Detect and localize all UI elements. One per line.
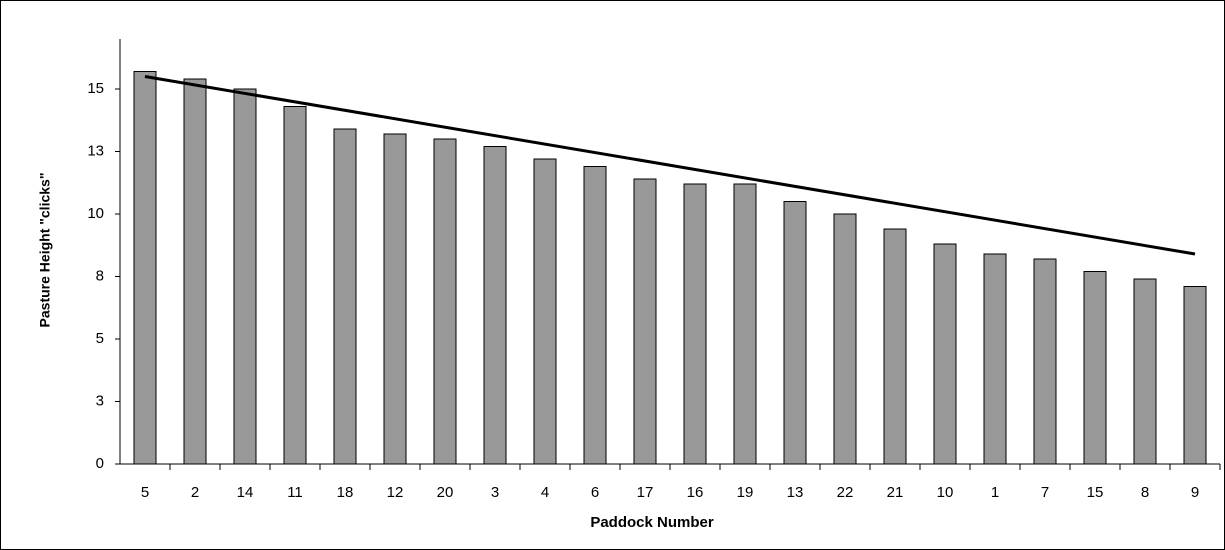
bar xyxy=(1033,258,1057,465)
bar xyxy=(133,71,157,465)
y-tick-label: 15 xyxy=(87,80,104,97)
x-tick-label: 19 xyxy=(737,484,754,501)
bar xyxy=(733,183,757,465)
y-tick-label: 3 xyxy=(96,392,104,409)
bar xyxy=(1083,271,1107,465)
x-tick-label: 4 xyxy=(541,484,549,501)
bar xyxy=(633,178,657,465)
x-tick-label: 9 xyxy=(1191,484,1199,501)
x-tick-label: 16 xyxy=(687,484,704,501)
x-tick-label: 21 xyxy=(887,484,904,501)
bar xyxy=(933,243,957,465)
x-tick-label: 12 xyxy=(387,484,404,501)
x-tick-label: 18 xyxy=(337,484,354,501)
x-tick-label: 11 xyxy=(287,484,303,501)
bar xyxy=(983,253,1007,465)
x-tick-label: 10 xyxy=(937,484,954,501)
y-tick-label: 8 xyxy=(96,267,104,284)
bar xyxy=(1183,286,1207,465)
x-tick-label: 8 xyxy=(1141,484,1149,501)
bar xyxy=(483,146,507,465)
bar xyxy=(533,158,557,465)
x-axis-label: Paddock Number xyxy=(590,514,714,531)
bar xyxy=(1133,278,1157,465)
bar xyxy=(683,183,707,465)
bar xyxy=(383,133,407,465)
y-tick-label: 10 xyxy=(87,205,104,222)
bar xyxy=(333,128,357,465)
x-tick-label: 17 xyxy=(637,484,654,501)
x-tick-label: 1 xyxy=(991,484,999,501)
x-tick-label: 22 xyxy=(837,484,854,501)
y-tick-label: 5 xyxy=(96,330,104,347)
bar xyxy=(283,106,307,465)
y-axis-label: Pasture Height "clicks" xyxy=(37,173,53,328)
x-tick-label: 7 xyxy=(1041,484,1049,501)
x-tick-label: 6 xyxy=(591,484,599,501)
trendline xyxy=(144,75,1196,256)
bar xyxy=(433,138,457,465)
bar xyxy=(183,78,207,465)
bar xyxy=(883,228,907,465)
x-tick-label: 2 xyxy=(191,484,199,501)
bar xyxy=(783,201,807,465)
x-tick-label: 14 xyxy=(237,484,254,501)
y-tick-label: 13 xyxy=(87,142,104,159)
x-tick-label: 5 xyxy=(141,484,149,501)
y-tick-label: 0 xyxy=(96,455,104,472)
bar xyxy=(833,213,857,465)
x-tick-label: 20 xyxy=(437,484,454,501)
bar xyxy=(233,88,257,465)
x-tick-label: 15 xyxy=(1087,484,1104,501)
bar xyxy=(583,166,607,465)
x-tick-label: 3 xyxy=(491,484,499,501)
x-tick-label: 13 xyxy=(787,484,804,501)
